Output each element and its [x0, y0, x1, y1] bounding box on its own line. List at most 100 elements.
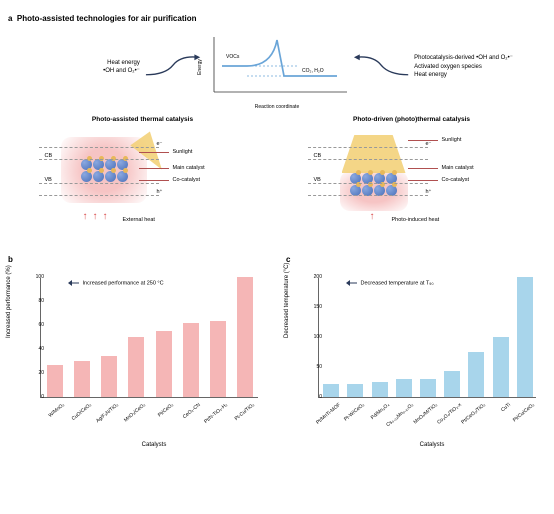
- reactant-label: VOCs: [226, 54, 239, 60]
- ytick: 0: [24, 394, 44, 400]
- bar: [183, 323, 199, 397]
- xtick: Pt/MnTi-MOF: [300, 402, 342, 439]
- label-co: Co-catalyst: [442, 177, 470, 183]
- band-line: [39, 183, 159, 184]
- pointer-line: [408, 140, 438, 141]
- right-line: Photocatalysis-derived •OH and O₂•⁻: [414, 54, 546, 62]
- bar: [210, 321, 226, 397]
- right-species-box: Photocatalysis-derived •OH and O₂•⁻ Acti…: [410, 54, 546, 79]
- product-label: CO₂, H₂O: [302, 68, 324, 74]
- pointer-line: [408, 168, 438, 169]
- panel-b-letter: b: [8, 255, 268, 264]
- band-line: [308, 183, 428, 184]
- pointer-line: [408, 180, 438, 181]
- ytick: 150: [302, 304, 322, 310]
- band-label-vb: VB: [314, 177, 321, 183]
- heat-arrow-icon: ↑: [370, 211, 375, 222]
- curve-arrow-left: [144, 53, 202, 81]
- cocatalyst-particle: [392, 170, 397, 175]
- energy-xlabel: Reaction coordinate: [202, 104, 352, 110]
- ytick: 80: [24, 298, 44, 304]
- bar: [444, 371, 460, 397]
- pointer-line: [139, 180, 169, 181]
- chart-c-xlabel: Catalysts: [302, 442, 554, 448]
- chart-c-anno-text: Decreased temperature at T₉₀: [361, 280, 434, 286]
- label-sunlight: Sunlight: [442, 137, 462, 143]
- pointer-line: [139, 152, 169, 153]
- band-line: [308, 195, 428, 196]
- bar: [128, 337, 144, 397]
- left-line: Heat energy: [8, 59, 140, 67]
- bar: [493, 337, 509, 397]
- panel-c-letter: c: [286, 255, 546, 264]
- cocatalyst-particle: [356, 170, 361, 175]
- band-label-vb: VB: [45, 177, 52, 183]
- energy-ylabel: Energy: [197, 59, 203, 75]
- bar: [468, 352, 484, 397]
- chart-b-annotation: Increased performance at 250 °C: [67, 280, 164, 286]
- left-species-box: Heat energy •OH and O₂•⁻: [8, 59, 144, 76]
- chart-b-xlabel: Catalysts: [24, 442, 284, 448]
- sunlight-beam: [342, 135, 406, 173]
- ytick: 40: [24, 346, 44, 352]
- panel-a-letter: a: [8, 14, 12, 23]
- mid-left-panel: Photo-assisted thermal catalysis CBVBe⁻h…: [23, 116, 263, 241]
- bar: [323, 384, 339, 397]
- right-line: Heat energy: [414, 71, 546, 79]
- bar: [420, 379, 436, 397]
- mid-left-title: Photo-assisted thermal catalysis: [23, 116, 263, 123]
- bar: [517, 277, 533, 397]
- band-line: [308, 147, 428, 148]
- band-label-cb: CB: [45, 153, 53, 159]
- heat-source-label: Photo-induced heat: [392, 217, 440, 223]
- pointer-line: [139, 168, 169, 169]
- ytick: 200: [302, 274, 322, 280]
- mid-right-title: Photo-driven (photo)thermal catalysis: [292, 116, 532, 123]
- ytick: 60: [24, 322, 44, 328]
- band-line: [308, 159, 428, 160]
- cocatalyst-particle: [123, 168, 128, 173]
- bar: [396, 379, 412, 397]
- heat-source-label: External heat: [123, 217, 155, 223]
- left-line: •OH and O₂•⁻: [8, 67, 140, 75]
- mid-right-panel: Photo-driven (photo)thermal catalysis CB…: [292, 116, 532, 241]
- chart-b-anno-text: Increased performance at 250 °C: [83, 280, 164, 286]
- bar: [101, 356, 117, 397]
- cocatalyst-particle: [380, 170, 385, 175]
- panel-a-top-row: Heat energy •OH and O₂•⁻ Energy Reaction…: [8, 32, 546, 102]
- cocatalyst-particle: [111, 168, 116, 173]
- ytick: 50: [302, 364, 322, 370]
- ytick: 100: [302, 334, 322, 340]
- band-line: [39, 147, 159, 148]
- band-label-h: h⁺: [157, 189, 163, 195]
- cocatalyst-particle: [87, 168, 92, 173]
- band-label-h: h⁺: [426, 189, 432, 195]
- chart-c-ylabel: Decreased temperature (°C): [284, 263, 290, 338]
- ytick: 20: [24, 370, 44, 376]
- heat-arrow-icon: ↑: [83, 211, 88, 222]
- cocatalyst-particle: [99, 168, 104, 173]
- bar: [372, 382, 388, 397]
- curve-arrow-right: [352, 53, 410, 81]
- bar: [156, 331, 172, 397]
- bar: [74, 361, 90, 397]
- label-main: Main catalyst: [442, 165, 474, 171]
- chart-c: c Decreased temperature (°C) Decreased t…: [286, 255, 546, 444]
- heat-arrow-icon: ↑: [103, 211, 108, 222]
- band-label-cb: CB: [314, 153, 322, 159]
- label-sunlight: Sunlight: [173, 149, 193, 155]
- energy-diagram: Energy Reaction coordinate VOCs CO₂, H₂O: [202, 32, 352, 102]
- heat-arrow-icon: ↑: [93, 211, 98, 222]
- label-co: Co-catalyst: [173, 177, 201, 183]
- chart-b: b Increased performance (%) Increased pe…: [8, 255, 268, 444]
- label-main: Main catalyst: [173, 165, 205, 171]
- bar: [347, 384, 363, 397]
- band-line: [39, 195, 159, 196]
- chart-c-annotation: Decreased temperature at T₉₀: [345, 280, 434, 286]
- bar: [237, 277, 253, 397]
- cocatalyst-particle: [368, 170, 373, 175]
- band-line: [39, 159, 159, 160]
- band-label-e: e⁻: [426, 141, 432, 147]
- ytick: 100: [24, 274, 44, 280]
- bar: [47, 365, 63, 397]
